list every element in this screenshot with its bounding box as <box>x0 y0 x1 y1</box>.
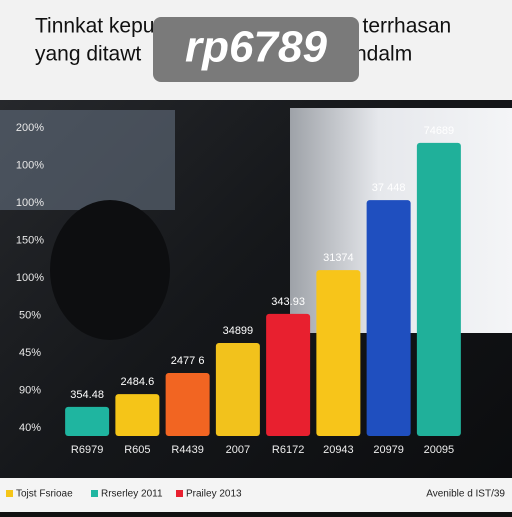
x-tick-label: R6979 <box>71 444 103 456</box>
value-label: 31374 <box>323 252 354 264</box>
bar <box>416 142 461 437</box>
x-tick-label: 20095 <box>424 444 455 456</box>
bar <box>266 313 311 436</box>
legend-swatch <box>176 490 183 497</box>
watermark: rp6789 <box>185 23 327 72</box>
y-axis-label: 100% <box>16 197 44 209</box>
source: Avenible d IST/39 <box>426 489 505 500</box>
x-tick-label: R4439 <box>171 444 203 456</box>
legend-label: Tojst Fsrioae <box>16 489 73 500</box>
x-tick-label: R6172 <box>272 444 304 456</box>
value-label: 74689 <box>424 125 455 137</box>
x-tick-label: R605 <box>124 444 150 456</box>
bar <box>366 200 411 436</box>
bar <box>115 394 160 436</box>
title-part: Tinnkat kepu <box>35 15 154 38</box>
y-axis-label: 90% <box>19 384 41 396</box>
value-label: 34899 <box>223 325 254 337</box>
y-axis-label: 100% <box>16 272 44 284</box>
bar <box>165 372 210 436</box>
legend-band <box>0 478 512 512</box>
person-silhouette <box>50 200 170 340</box>
value-label: 2477 6 <box>171 355 205 367</box>
value-label: 354.48 <box>70 389 104 401</box>
bar <box>316 270 361 436</box>
y-axis-label: 200% <box>16 122 44 134</box>
y-axis-label: 150% <box>16 234 44 246</box>
x-tick-label: 2007 <box>226 444 250 456</box>
y-axis-label: 50% <box>19 309 41 321</box>
title-part: a terrhasan <box>345 15 451 38</box>
value-label: 343.93 <box>271 296 305 308</box>
left-screen <box>0 110 175 210</box>
value-label: 2484.6 <box>121 376 155 388</box>
watermark-box <box>153 17 359 82</box>
bar <box>65 406 110 436</box>
y-axis-label: 40% <box>19 422 41 434</box>
y-axis-label: 45% <box>19 347 41 359</box>
legend-label: Prailey 2013 <box>186 489 242 500</box>
x-tick-label: 20979 <box>373 444 404 456</box>
y-axis-label: 100% <box>16 159 44 171</box>
bar <box>215 342 260 436</box>
legend-swatch <box>6 490 13 497</box>
title-part: ndalm <box>355 43 412 66</box>
x-tick-label: 20943 <box>323 444 354 456</box>
legend-swatch <box>91 490 98 497</box>
legend-label: Rrserley 2011 <box>101 489 163 500</box>
title-part: yang ditawt <box>35 43 141 66</box>
value-label: 37 448 <box>372 182 406 194</box>
